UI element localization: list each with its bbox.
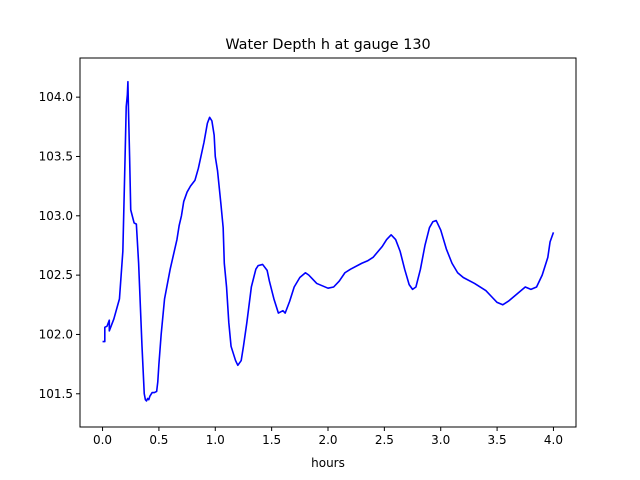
series-line-0 [102, 80, 555, 402]
x-tick-label: 1.5 [262, 433, 281, 447]
x-tick-label: 0.0 [93, 433, 112, 447]
y-tick-label: 102.5 [39, 268, 73, 282]
x-tick-label: 3.5 [488, 433, 507, 447]
y-tick-label: 102.0 [39, 327, 73, 341]
x-axis-label: hours [311, 456, 345, 470]
y-tick-label: 101.5 [39, 387, 73, 401]
y-tick-label: 103.0 [39, 209, 73, 223]
axes-frame [79, 57, 577, 428]
plot-area [102, 80, 555, 402]
y-tick-label: 104.0 [39, 90, 73, 104]
chart-title: Water Depth h at gauge 130 [225, 37, 430, 53]
x-tick-label: 3.0 [431, 433, 450, 447]
x-tick-label: 0.5 [149, 433, 168, 447]
x-tick-label: 4.0 [544, 433, 563, 447]
y-axis-ticks: 101.5 102.0 102.5 103.0 103.5 104.0 [39, 90, 80, 401]
x-tick-label: 2.0 [318, 433, 337, 447]
x-axis-ticks: 0.0 0.5 1.0 1.5 2.0 2.5 3.0 3.5 4.0 [93, 427, 563, 447]
x-tick-label: 1.0 [206, 433, 225, 447]
y-tick-label: 103.5 [39, 149, 73, 163]
x-tick-label: 2.5 [375, 433, 394, 447]
